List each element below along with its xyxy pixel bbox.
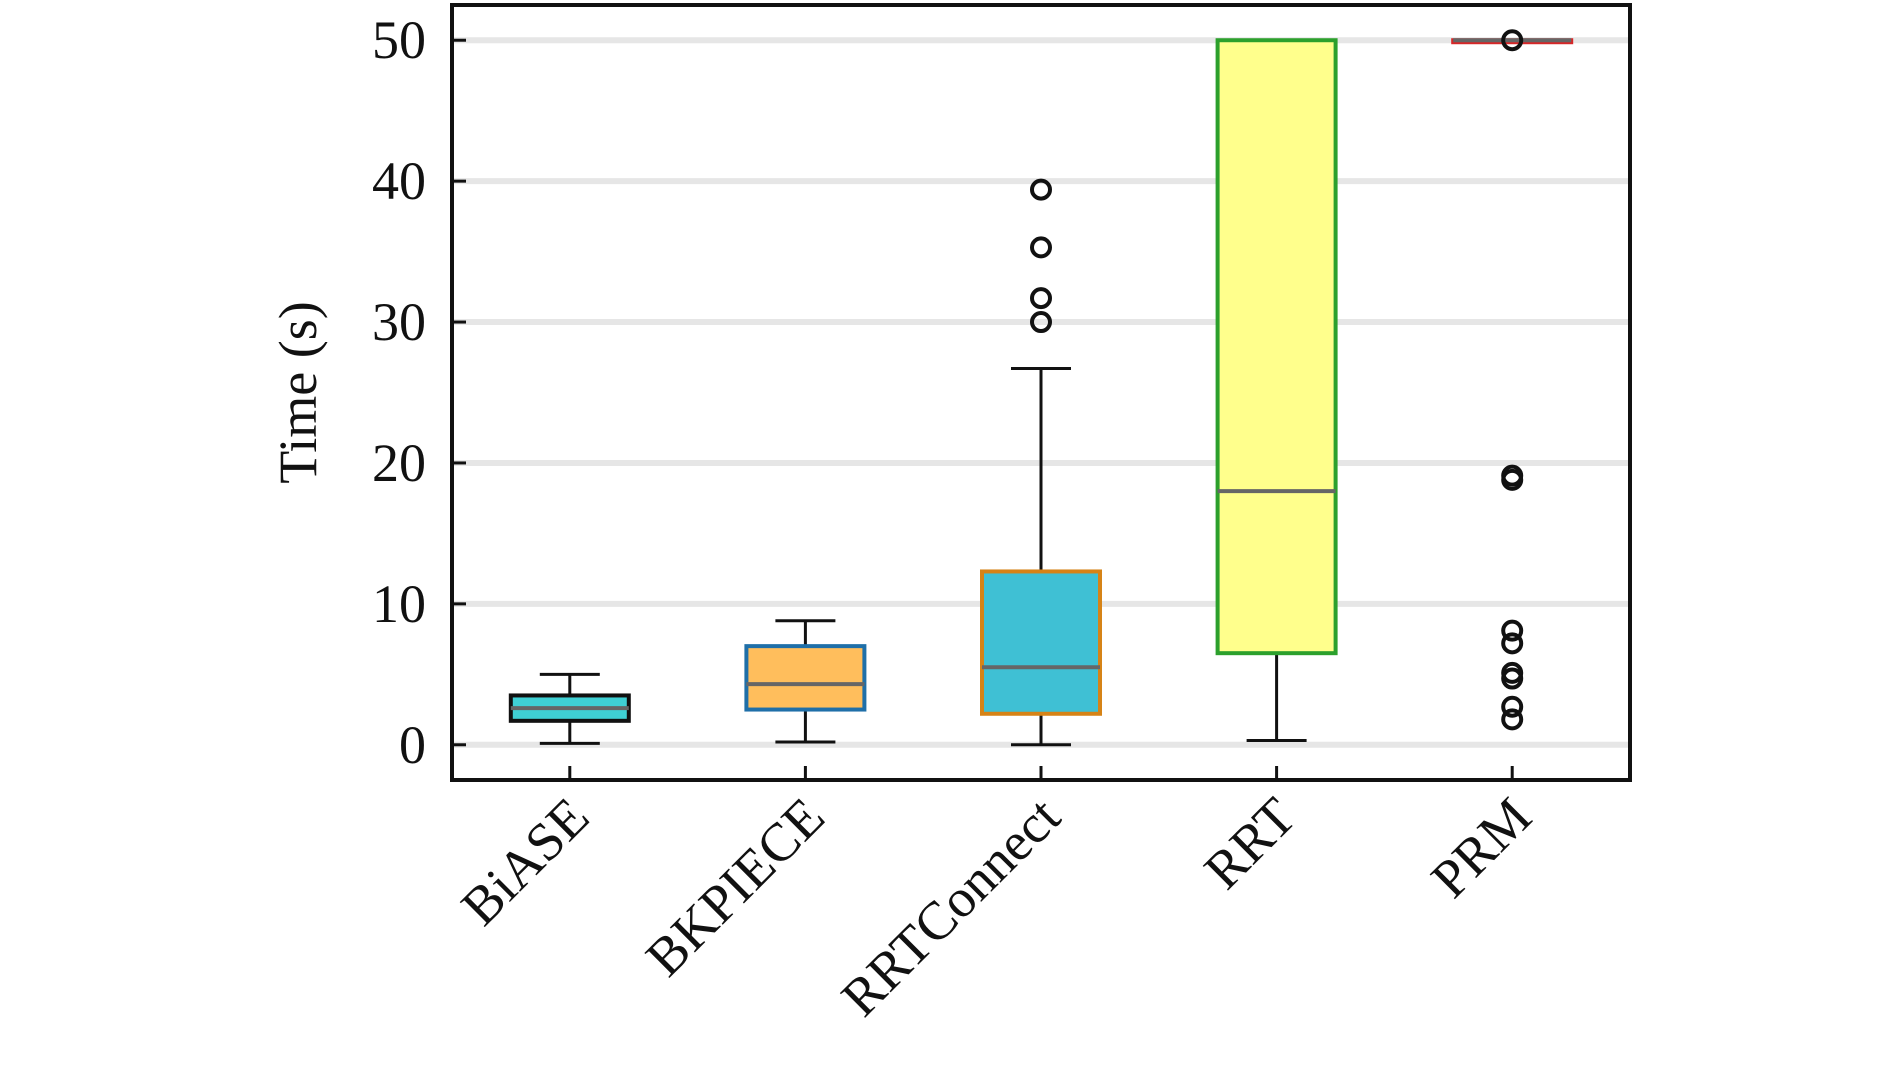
box-prm — [1451, 29, 1574, 731]
outlier-point — [1501, 464, 1524, 487]
x-tick-label-rrtconnect: RRTConnect — [830, 786, 1072, 1028]
x-tick-label-biase: BiASE — [450, 786, 601, 937]
box-iqr — [980, 569, 1102, 716]
y-tick-label: 10 — [372, 574, 426, 634]
outlier-point — [1030, 311, 1052, 334]
outlier-point — [1030, 287, 1052, 310]
box-iqr — [1215, 38, 1338, 656]
y-tick-label: 40 — [372, 151, 426, 211]
box-rrt — [1215, 38, 1338, 743]
x-tick-label-rrt: RRT — [1193, 786, 1307, 900]
box-bkpiece — [744, 619, 867, 744]
box-biase — [508, 672, 631, 745]
y-axis-ticks: 0 10 20 30 40 50 — [372, 10, 466, 775]
outlier-point — [1030, 178, 1052, 201]
outlier-point — [1501, 695, 1524, 718]
box-plot-series — [508, 29, 1574, 747]
outlier-point — [1501, 619, 1524, 642]
x-tick-label-prm: PRM — [1420, 786, 1543, 909]
outlier-point — [1501, 661, 1524, 684]
outlier-point — [1501, 29, 1524, 52]
y-tick-label: 20 — [372, 433, 426, 493]
x-tick-label-bkpiece: BKPIECE — [634, 786, 836, 988]
outlier-point — [1030, 236, 1052, 259]
box-iqr — [744, 644, 867, 712]
outlier-point — [1501, 632, 1524, 655]
y-tick-label: 50 — [372, 10, 426, 70]
box-rrtconnect — [980, 178, 1102, 747]
outlier-point — [1501, 708, 1524, 731]
y-tick-label: 30 — [372, 292, 426, 352]
y-tick-label: 0 — [399, 715, 426, 775]
y-axis-title: Time (s) — [268, 301, 328, 484]
